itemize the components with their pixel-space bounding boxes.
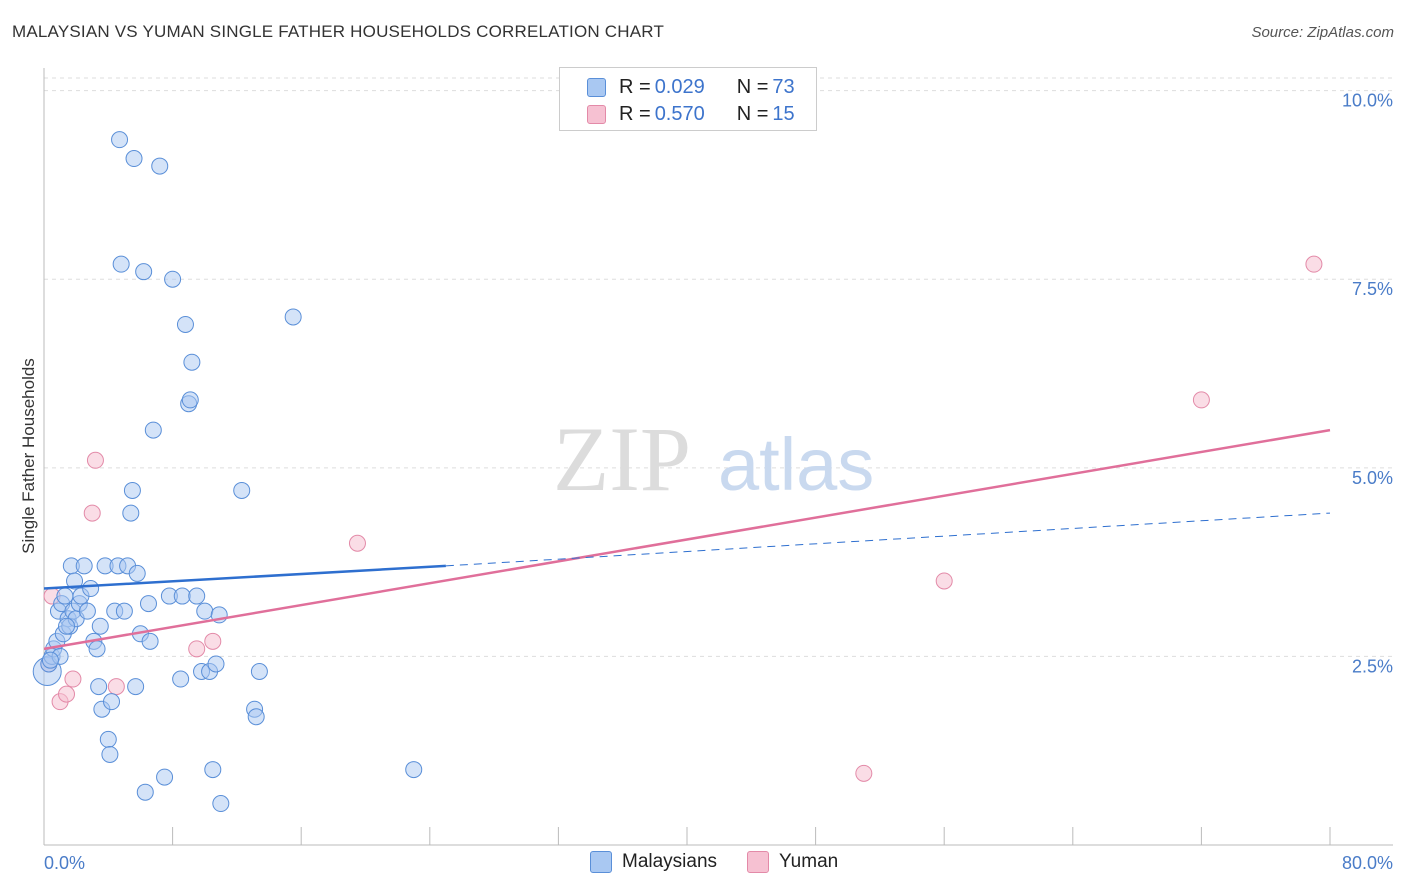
malaysian-point xyxy=(135,263,153,281)
x-tick-label-min: 0.0% xyxy=(44,853,85,873)
legend-swatch-blue xyxy=(590,851,612,873)
yuman-point xyxy=(107,678,125,696)
trend-lines xyxy=(43,428,1331,651)
yuman-points xyxy=(40,255,1323,782)
malaysian-point xyxy=(99,730,117,748)
gridlines xyxy=(44,77,1393,657)
malaysian-point xyxy=(112,255,130,273)
yuman-point xyxy=(83,504,101,522)
malaysian-point xyxy=(41,651,59,669)
yuman-point xyxy=(348,534,366,552)
malaysian-point xyxy=(204,761,222,779)
y-tick-label: 5.0% xyxy=(1352,468,1393,488)
malaysian-point xyxy=(58,617,76,635)
malaysian-point xyxy=(144,421,162,439)
malaysian-point xyxy=(139,595,157,613)
malaysian-point xyxy=(247,708,265,726)
legend-n-value: 73 xyxy=(772,75,795,98)
legend-n-value: 15 xyxy=(772,102,795,125)
legend-swatch-pink xyxy=(587,104,606,124)
malaysian-point xyxy=(125,150,143,168)
legend-item-malaysians[interactable]: Malaysians xyxy=(590,851,717,873)
malaysian-point xyxy=(122,504,140,522)
yuman-point xyxy=(58,685,76,703)
legend-r-value: 0.029 xyxy=(654,75,705,98)
malaysian-trend-extension xyxy=(445,512,1331,567)
malaysian-point xyxy=(284,308,302,326)
malaysian-point xyxy=(123,481,141,499)
malaysian-point xyxy=(176,315,194,333)
yuman-point xyxy=(86,451,104,469)
malaysian-point xyxy=(405,761,423,779)
watermark: ZIP atlas xyxy=(553,408,874,510)
malaysian-point xyxy=(233,481,251,499)
malaysian-point xyxy=(156,768,174,786)
malaysian-point xyxy=(75,557,93,575)
legend-swatch-pink xyxy=(747,851,770,873)
yuman-trend-line xyxy=(43,428,1331,651)
axes xyxy=(43,68,1393,846)
malaysian-point xyxy=(111,131,129,149)
legend-row-yuman: R = 0.570 N = 15 xyxy=(560,100,795,128)
yuman-point xyxy=(204,632,222,650)
malaysian-point xyxy=(101,745,119,763)
y-tick-labels: 2.5% 5.0% 7.5% 10.0% xyxy=(1342,91,1393,677)
malaysian-point xyxy=(183,353,201,371)
malaysian-point xyxy=(188,587,206,605)
malaysian-point xyxy=(103,693,121,711)
malaysian-point xyxy=(115,602,133,620)
malaysian-point xyxy=(90,678,108,696)
malaysian-point xyxy=(207,655,225,673)
chart-source: Source: ZipAtlas.com xyxy=(1251,24,1394,41)
chart-title: MALAYSIAN VS YUMAN SINGLE FATHER HOUSEHO… xyxy=(12,22,665,41)
malaysian-point xyxy=(136,783,154,801)
legend-item-yuman[interactable]: Yuman xyxy=(747,851,838,873)
legend-r-label: R = xyxy=(619,75,651,98)
malaysian-point xyxy=(128,564,146,582)
yuman-point xyxy=(935,572,953,590)
malaysian-point xyxy=(212,795,230,813)
malaysian-point xyxy=(78,602,96,620)
y-tick-label: 10.0% xyxy=(1342,91,1393,111)
x-tick-label-max: 80.0% xyxy=(1342,853,1393,873)
legend-n-label: N = xyxy=(736,102,769,125)
y-tick-label: 7.5% xyxy=(1352,279,1393,299)
y-axis-label: Single Father Households xyxy=(19,358,38,554)
malaysian-point xyxy=(127,678,145,696)
yuman-point xyxy=(1192,391,1210,409)
malaysian-point xyxy=(196,602,214,620)
series-legend: Malaysians Yuman xyxy=(590,851,868,873)
yuman-point xyxy=(188,640,206,658)
malaysian-point xyxy=(181,391,199,409)
malaysian-point xyxy=(66,572,84,590)
malaysian-point xyxy=(56,587,74,605)
legend-label-malaysians: Malaysians xyxy=(622,851,718,872)
yuman-point xyxy=(1305,255,1323,273)
y-tick-label: 2.5% xyxy=(1352,656,1393,676)
yuman-point xyxy=(855,764,873,782)
malaysian-point xyxy=(172,670,190,688)
correlation-legend: R = 0.029 N = 73 R = 0.570 N = 15 xyxy=(559,67,817,131)
malaysian-point xyxy=(151,157,169,175)
legend-r-value: 0.570 xyxy=(654,102,705,125)
malaysian-trend-line xyxy=(43,564,446,590)
malaysian-point xyxy=(141,632,159,650)
malaysian-point xyxy=(88,640,106,658)
malaysian-point xyxy=(91,617,109,635)
legend-row-malaysians: R = 0.029 N = 73 xyxy=(560,73,795,101)
malaysian-point xyxy=(173,587,191,605)
x-minor-ticks xyxy=(43,827,1331,845)
watermark-atlas: atlas xyxy=(718,423,874,506)
watermark-zip: ZIP xyxy=(553,408,691,510)
malaysian-point xyxy=(164,270,182,288)
malaysian-points xyxy=(32,131,423,813)
yuman-point xyxy=(64,670,82,688)
legend-swatch-blue xyxy=(587,77,606,97)
malaysian-point xyxy=(82,580,100,598)
legend-r-label: R = xyxy=(619,102,651,125)
malaysian-point xyxy=(250,662,268,680)
legend-n-label: N = xyxy=(736,75,769,98)
legend-label-yuman: Yuman xyxy=(779,851,839,872)
